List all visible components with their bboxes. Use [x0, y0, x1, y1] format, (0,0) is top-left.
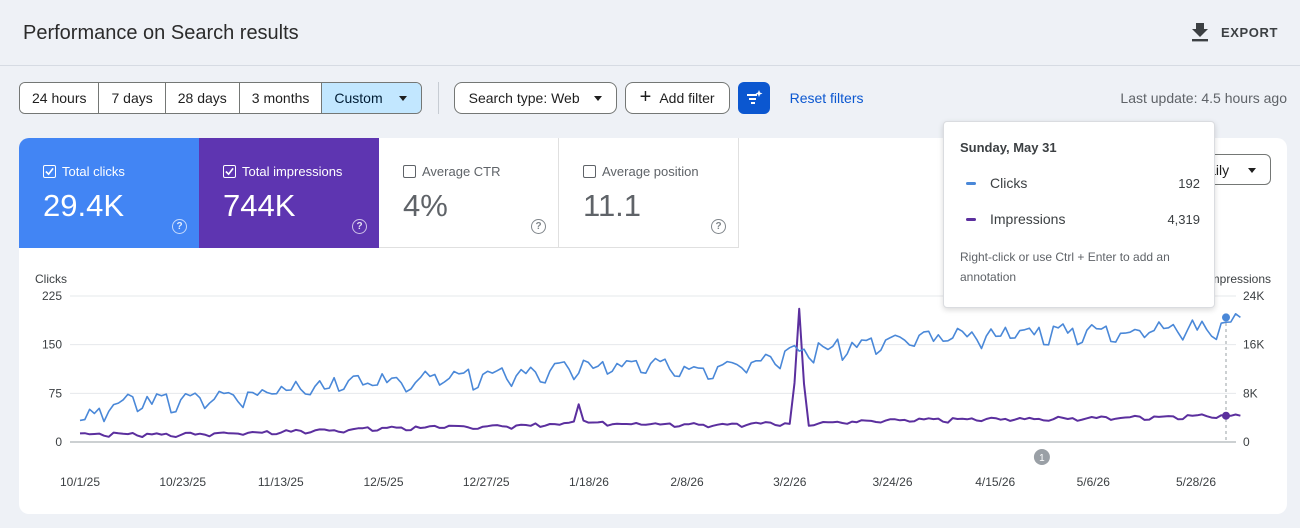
- metric-value: 11.1: [583, 188, 642, 223]
- tooltip-impressions-label: Impressions: [990, 211, 1066, 227]
- date-range-selector: 24 hours 7 days 28 days 3 months Custom: [19, 82, 422, 114]
- tooltip-date: Sunday, May 31: [960, 140, 1057, 155]
- metric-label-row: Average CTR: [403, 164, 501, 179]
- metric-card-average-ctr[interactable]: Average CTR 4% ?: [379, 138, 559, 248]
- help-icon[interactable]: ?: [531, 219, 546, 234]
- export-label: EXPORT: [1220, 24, 1278, 40]
- impressions-legend-swatch: [966, 217, 976, 221]
- range-24-hours[interactable]: 24 hours: [20, 83, 100, 113]
- metric-label-row: Total clicks: [43, 164, 125, 179]
- chart-tooltip: Sunday, May 31 Clicks 192 Impressions 4,…: [943, 121, 1215, 308]
- download-icon: [1191, 23, 1208, 42]
- plus-icon: +: [639, 86, 652, 108]
- checkbox-unchecked-icon[interactable]: [583, 165, 596, 178]
- search-type-dropdown[interactable]: Search type: Web: [453, 82, 617, 114]
- metric-label: Total clicks: [62, 164, 125, 179]
- metric-card-average-position[interactable]: Average position 11.1 ?: [559, 138, 739, 248]
- help-icon[interactable]: ?: [172, 219, 187, 234]
- export-button[interactable]: EXPORT: [1191, 22, 1278, 42]
- metric-value: 744K: [223, 188, 296, 223]
- checkbox-unchecked-icon[interactable]: [403, 165, 416, 178]
- chevron-down-icon: [1248, 168, 1256, 173]
- range-28-days[interactable]: 28 days: [165, 83, 240, 113]
- chevron-down-icon: [593, 95, 602, 101]
- chevron-down-icon: [398, 95, 407, 101]
- tooltip-row-impressions: Impressions 4,319: [966, 211, 1200, 227]
- filter-bar: 24 hours 7 days 28 days 3 months Custom …: [19, 82, 864, 114]
- header: Performance on Search results EXPORT: [0, 0, 1300, 66]
- page-title: Performance on Search results: [23, 22, 299, 44]
- metric-value: 29.4K: [43, 188, 125, 223]
- help-icon[interactable]: ?: [352, 219, 367, 234]
- metric-value: 4%: [403, 188, 448, 223]
- range-custom-label: Custom: [334, 90, 383, 106]
- tooltip-impressions-value: 4,319: [1167, 211, 1200, 227]
- clicks-legend-swatch: [966, 181, 976, 185]
- tooltip-row-clicks: Clicks 192: [966, 175, 1200, 191]
- filter-sparkle-icon: [746, 90, 763, 104]
- help-icon[interactable]: ?: [711, 219, 726, 234]
- checkbox-checked-icon[interactable]: [43, 165, 56, 178]
- tooltip-hint: Right-click or use Ctrl + Enter to add a…: [960, 250, 1170, 284]
- tooltip-clicks-value: 192: [1178, 175, 1200, 191]
- search-type-label: Search type: Web: [468, 90, 580, 106]
- range-7-days[interactable]: 7 days: [99, 83, 166, 113]
- metric-label: Total impressions: [242, 164, 343, 179]
- tooltip-clicks-label: Clicks: [990, 175, 1028, 191]
- divider: [437, 82, 439, 114]
- range-custom[interactable]: Custom: [322, 83, 421, 113]
- metric-label: Average position: [602, 164, 699, 179]
- metric-label-row: Total impressions: [223, 164, 342, 179]
- add-filter-label: Add filter: [659, 90, 715, 106]
- add-filter-button[interactable]: + Add filter: [624, 82, 730, 114]
- metric-label-row: Average position: [583, 164, 699, 179]
- last-update-text: Last update: 4.5 hours ago: [1120, 90, 1287, 106]
- filter-settings-button[interactable]: [737, 82, 770, 114]
- metric-card-total-impressions[interactable]: Total impressions 744K ?: [199, 138, 379, 248]
- checkbox-checked-icon[interactable]: [223, 165, 236, 178]
- metric-label: Average CTR: [422, 164, 501, 179]
- metric-card-total-clicks[interactable]: Total clicks 29.4K ?: [19, 138, 199, 248]
- range-3-months[interactable]: 3 months: [239, 83, 323, 113]
- reset-filters-link[interactable]: Reset filters: [789, 90, 864, 106]
